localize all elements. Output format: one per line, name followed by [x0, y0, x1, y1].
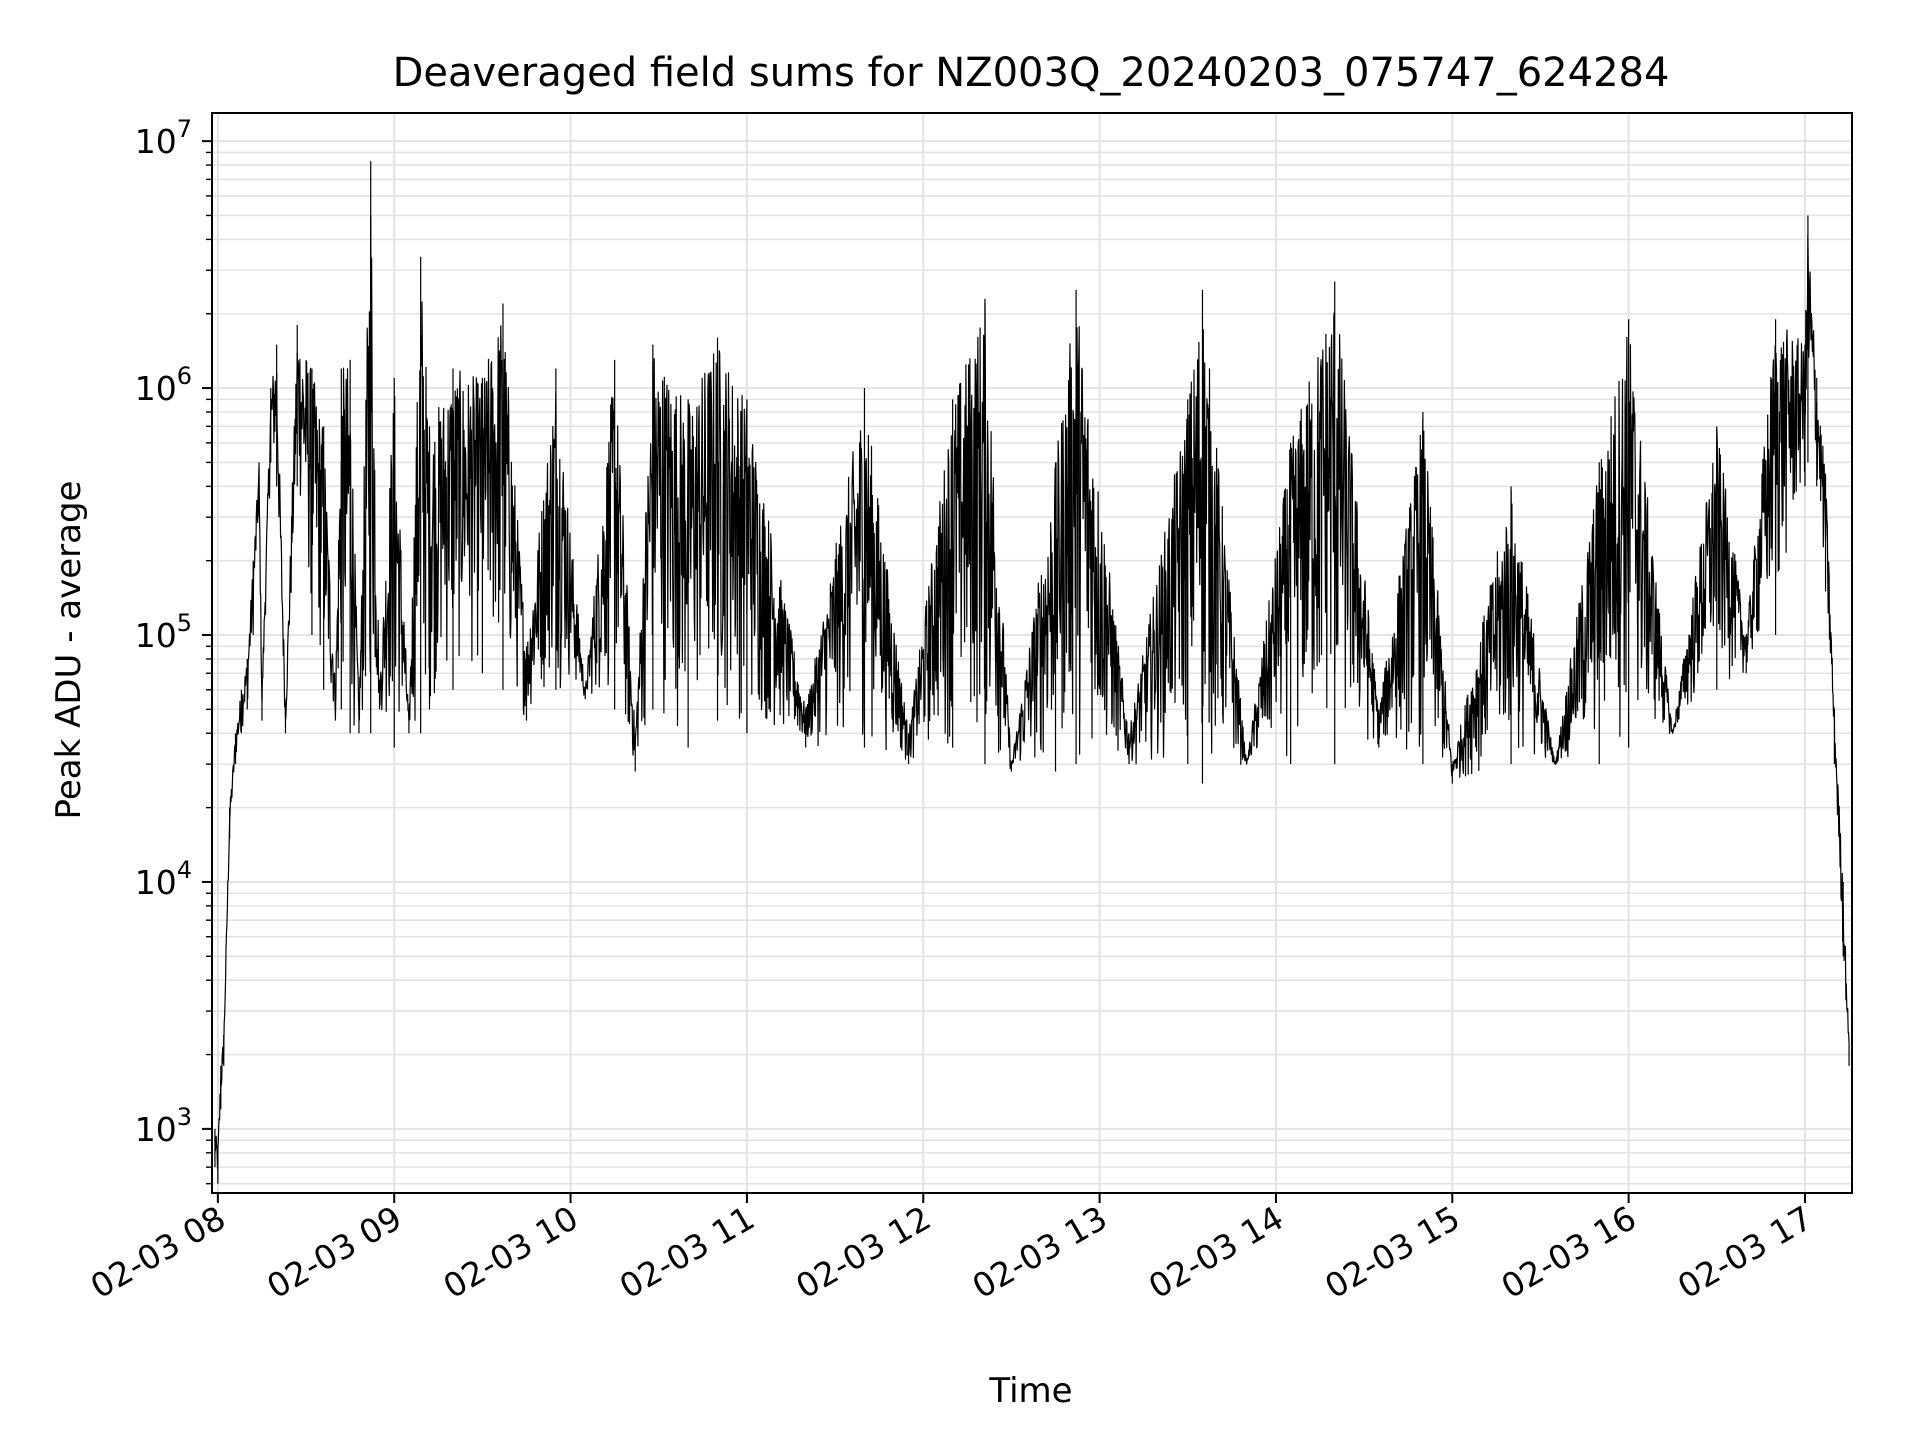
- y-tick-label: 106: [135, 362, 192, 408]
- y-tick-label-exponent: 6: [177, 362, 192, 390]
- y-tick-label-exponent: 3: [177, 1103, 192, 1131]
- y-tick-label: 105: [135, 609, 192, 655]
- y-tick-label-base: 10: [135, 1110, 177, 1149]
- x-axis-label: Time: [988, 1371, 1072, 1411]
- y-axis-label: Peak ADU - average: [49, 481, 89, 820]
- y-tick-label-exponent: 5: [177, 609, 192, 637]
- y-tick-label-exponent: 4: [177, 856, 192, 884]
- y-tick-label-base: 10: [135, 616, 177, 655]
- y-tick-label: 103: [135, 1103, 192, 1149]
- y-tick-label-base: 10: [135, 369, 177, 408]
- chart-title: Deaveraged field sums for NZ003Q_2024020…: [393, 50, 1670, 96]
- plot-frame: [211, 112, 1853, 1194]
- y-tick-label-exponent: 7: [177, 115, 192, 143]
- y-tick-label-base: 10: [135, 863, 177, 902]
- plot-area: [214, 161, 1850, 1184]
- y-tick-label: 107: [135, 115, 192, 161]
- data-line: [214, 216, 1850, 1169]
- y-tick-label-base: 10: [135, 122, 177, 161]
- y-tick-label: 104: [135, 856, 192, 902]
